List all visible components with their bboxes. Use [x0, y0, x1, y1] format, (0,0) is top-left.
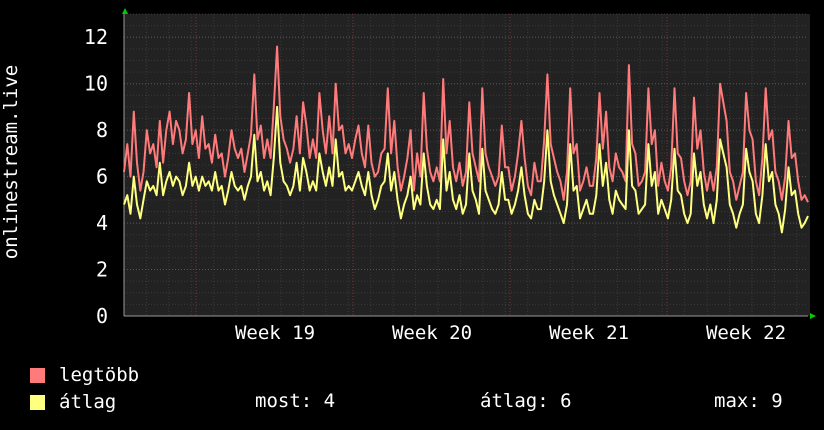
x-tick-label: Week 19 [235, 322, 315, 344]
chart: 0 2 4 6 8 10 12 Week 19 Week 20 Week 21 Week 22 [84, 8, 816, 344]
y-tick-label: 6 [96, 165, 108, 189]
y-axis-label: onlinestream.live [0, 64, 22, 260]
series-line-0 [123, 45, 809, 203]
legend-label-avg: átlag [59, 391, 117, 413]
x-ticks: Week 19 Week 20 Week 21 Week 22 [235, 322, 786, 344]
y-tick-label: 2 [96, 258, 108, 282]
legend-item-avg: átlag [30, 390, 116, 414]
y-ticks: 0 2 4 6 8 10 12 [84, 25, 108, 328]
y-tick-label: 4 [96, 211, 108, 235]
stat-avg: átlag: 6 [480, 390, 572, 412]
y-tick-label: 0 [96, 304, 108, 328]
legend-label-max: legtöbb [59, 364, 140, 386]
y-tick-label: 12 [84, 25, 108, 49]
legend-swatch-max [30, 367, 45, 383]
x-tick-label: Week 21 [549, 322, 629, 344]
x-axis-arrow [810, 313, 816, 319]
stat-max: max: 9 [714, 390, 783, 412]
stat-now: most: 4 [255, 390, 336, 412]
legend-item-max: legtöbb [30, 363, 139, 387]
y-axis-arrow [122, 8, 128, 14]
y-tick-label: 8 [96, 118, 108, 142]
legend-swatch-avg [30, 394, 45, 410]
y-tick-label: 10 [84, 72, 108, 96]
x-tick-label: Week 20 [392, 322, 472, 344]
series [123, 45, 809, 234]
grid [123, 13, 808, 317]
x-tick-label: Week 22 [706, 322, 786, 344]
series-line-1 [123, 105, 809, 234]
